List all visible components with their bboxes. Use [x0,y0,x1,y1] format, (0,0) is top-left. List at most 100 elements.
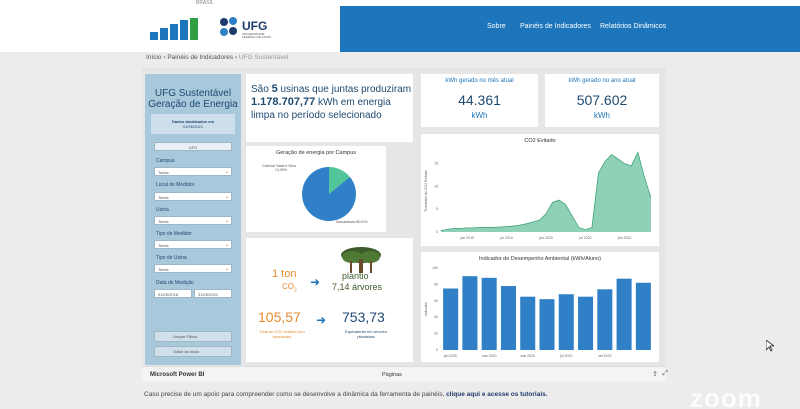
ida-bar-chart[interactable]: Indicador 0 20 40 60 80 100 jan 2020 mar 2020 mai… [421,252,659,362]
co2-chart-title: CO2 Evitado [524,138,556,144]
ufg-logo-text: UFG [242,19,268,33]
date-range-label: Data de Medição [156,280,194,286]
co2-total-value: 105,57 [258,309,301,325]
org-selector[interactable]: UFG [154,142,232,151]
breadcrumb: Início › Painéis de Indicadores › UFG Su… [146,54,288,61]
gov-label[interactable]: BRASIL [196,0,214,6]
x-tick-label: jan 2021 [617,236,631,240]
kpi-month-card: kWh gerado no mês atual 44.361 kWh [421,74,538,127]
date-from-input[interactable]: 01/09/2018 [154,289,192,298]
ufg-logo[interactable]: UFG UNIVERSIDADE FEDERAL DE GOIÁS [218,16,272,42]
filter-tipo-medidor-label: Tipo de Medidor [156,231,192,237]
co2-area-card: CO2 Evitado Toneladas de CO2 Evitado 0 5 10… [421,134,659,246]
bar[interactable] [520,296,536,350]
filter-tipo-usina-select[interactable]: Todos ⌄ [154,264,232,273]
bar[interactable] [500,286,516,350]
breadcrumb-home[interactable]: Início [146,54,162,61]
y-tick-label: 60 [434,299,438,303]
filter-tipo-medidor-value: Todos [158,243,169,248]
nav-relatorios[interactable]: Relatórios Dinâmicos [600,23,667,30]
co2-area[interactable] [441,152,651,232]
plantio-label: plantio [342,271,369,281]
bar[interactable] [481,277,497,350]
arvores-value: 7,14 árvores [332,282,383,292]
pie-slice[interactable] [302,167,356,221]
ton-unit: CO2 [282,282,297,294]
x-tick-label: jul 2020 [559,354,572,358]
clear-filters-label: Limpar Filtros [173,334,198,339]
y-tick-label: 100 [432,266,438,270]
chevron-down-icon: ⌄ [224,169,229,175]
date-to-input[interactable]: 31/05/2021 [194,289,232,298]
filter-local-select[interactable]: Todos ⌄ [154,192,232,201]
chevron-down-icon: ⌄ [224,266,229,272]
fullscreen-icon[interactable]: ⤢ [662,370,668,377]
filter-tipo-medidor-select[interactable]: Todos ⌄ [154,240,232,249]
chevron-down-icon: ⌄ [224,242,229,248]
filter-campus-value: Todos [158,170,169,175]
sidebar-title: UFG Sustentável Geração de Energia [145,88,241,110]
x-tick-label: mai 2020 [521,354,535,358]
kpi-year-value: 507.602 [576,92,628,108]
filter-local-value: Todos [158,195,169,200]
bar[interactable] [539,299,555,350]
tree-icon [341,247,381,273]
share-icon[interactable]: ⇪ [652,371,658,378]
mouse-cursor-icon [766,340,774,352]
x-tick-label: jan 2019 [460,236,474,240]
summary-card: São 5 usinas que juntas produziram 1.178… [246,74,413,142]
pie-card: Geração de energia por Campus Colemar Na… [246,146,386,232]
co2-area-chart[interactable]: Toneladas de CO2 Evitado 0 5 10 15 jan 2019 ju… [421,134,659,246]
filter-usina-select[interactable]: Todos ⌄ [154,216,232,225]
equiv-total-label: Equivalente em árvores plantadas [344,329,388,339]
co2-total-label: Total de CO2 evitado (em toneladas) [259,329,305,339]
bar[interactable] [443,288,459,351]
back-home-label: Voltar ao início [173,349,200,354]
arrow-right-icon: ➜ [316,313,327,327]
bar[interactable] [597,289,613,350]
bar[interactable] [616,278,632,350]
bar[interactable] [635,282,651,350]
kpi-month-unit: kWh [471,111,488,120]
pages-button[interactable]: Páginas [382,372,402,378]
y-tick-label: 5 [436,207,438,211]
y-tick-label: 20 [434,332,438,336]
y-tick-label: 0 [436,230,438,234]
filter-local-label: Local de Medidor [156,182,195,188]
nav-paineis[interactable]: Painéis de Indicadores [520,23,591,30]
x-tick-label: jul 2020 [578,236,591,240]
powerbi-link[interactable]: Microsoft Power BI [150,372,205,378]
kpi-year-unit: kWh [594,111,610,120]
breadcrumb-separator: › [163,54,168,61]
pie-slice2-label: Samambaia 85,91% [336,220,368,224]
chevron-down-icon: ⌄ [224,218,229,224]
summary-middle: usinas que juntas produziram [280,84,412,95]
pie-chart[interactable] [301,166,357,222]
y-tick-label: 80 [434,282,438,286]
bar[interactable] [462,276,478,350]
ufg-logo-icon [220,17,237,36]
bar[interactable] [578,296,594,350]
summary-suffix: kWh em energia limpa no período selecion… [251,97,391,121]
updated-date: 01/06/2021 [182,124,204,129]
x-tick-label: set 2020 [598,354,611,358]
breadcrumb-section[interactable]: Painéis de Indicadores [167,54,234,61]
filter-campus-select[interactable]: Todos ⌄ [154,167,232,176]
pie-slice[interactable] [329,167,350,194]
co2-line [440,151,652,232]
brasil-logo[interactable] [150,18,206,40]
co2-card: 1 ton CO2 ➜ plantio 7,14 árvores 105,57 … [246,238,413,362]
filter-tipo-usina-label: Tipo de Usina [156,255,187,261]
nav-sobre[interactable]: Sobre [487,23,506,30]
y-tick-label: 40 [434,315,438,319]
bar[interactable] [558,294,574,350]
sidebar-title-line2: Geração de Energia [148,99,238,110]
back-home-button[interactable]: Voltar ao início [154,346,232,357]
arrow-right-icon: ➜ [310,275,321,289]
powerbi-footer-bar: Microsoft Power BI Páginas ⇪ ⤢ [142,366,668,382]
kpi-month-value: 44.361 [458,92,501,108]
tutorial-link[interactable]: clique aqui e acesse os tutoriais. [446,391,548,398]
filter-campus-label: Campus [156,158,175,164]
clear-filters-button[interactable]: Limpar Filtros [154,331,232,342]
y-tick-label: 15 [434,162,438,166]
